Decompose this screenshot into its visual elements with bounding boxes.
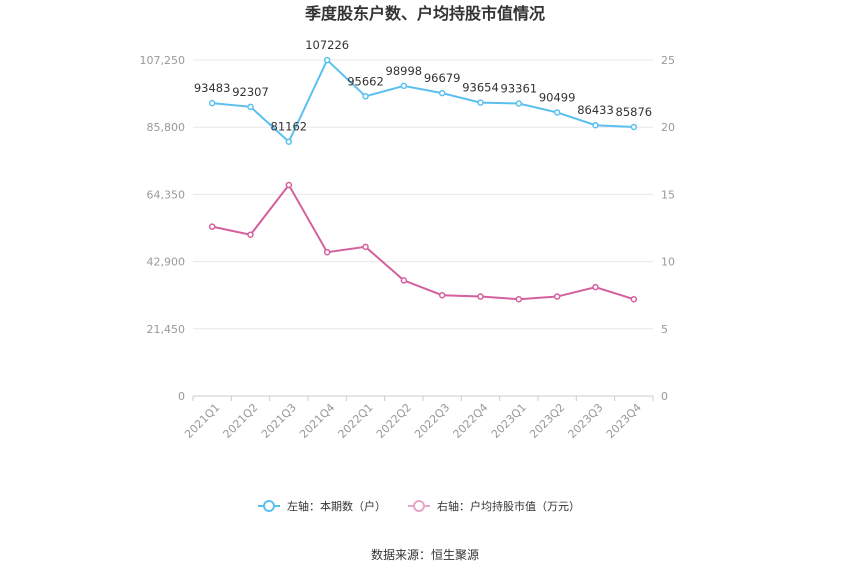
- point-market-value: [247, 231, 254, 238]
- x-tick-label: 2023Q4: [604, 401, 644, 441]
- data-label-holders: 92307: [232, 85, 269, 99]
- x-tick-label: 2021Q4: [297, 401, 337, 441]
- right-tick-label: 0: [661, 390, 668, 403]
- data-label-holders: 85876: [616, 105, 653, 119]
- left-tick-label: 107,250: [140, 54, 186, 67]
- point-holders: [630, 123, 638, 131]
- left-tick-label: 85,800: [147, 121, 186, 134]
- x-tick-label: 2021Q1: [182, 401, 222, 441]
- x-tick-label: 2023Q2: [527, 401, 567, 441]
- point-market-value: [323, 248, 331, 256]
- x-tick-label: 2021Q3: [259, 401, 299, 441]
- point-holders: [400, 82, 408, 90]
- x-tick-label: 2021Q2: [221, 401, 261, 441]
- point-holders: [362, 93, 369, 100]
- source-text: 数据来源：恒生聚源: [371, 547, 479, 562]
- series-line-market-value: [211, 183, 635, 301]
- point-market-value: [208, 223, 216, 230]
- legend[interactable]: 左轴：本期数（户） 右轴：户均持股市值（万元）: [258, 499, 580, 513]
- left-axis: 0 21,450 42,900 64,350 85,800 107,250: [140, 54, 186, 403]
- point-market-value: [438, 291, 446, 299]
- right-tick-label: 5: [661, 323, 668, 336]
- point-holders: [592, 121, 599, 129]
- point-holders: [515, 100, 523, 107]
- legend-marker-left: [263, 500, 275, 512]
- data-label-holders: 81162: [271, 120, 308, 134]
- point-holders: [438, 89, 446, 97]
- series-line-holders: [212, 58, 634, 144]
- point-market-value: [285, 181, 293, 189]
- x-tick-label: 2022Q4: [451, 401, 491, 441]
- left-tick-label: 42,900: [147, 256, 186, 269]
- data-label-holders: 98998: [386, 64, 423, 78]
- point-holders: [553, 109, 561, 116]
- data-label-holders: 93483: [194, 81, 231, 95]
- right-tick-label: 25: [661, 54, 675, 67]
- data-label-holders: 86433: [577, 103, 614, 117]
- data-label-holders: 95662: [347, 74, 384, 88]
- x-tick-label: 2022Q3: [412, 401, 452, 441]
- legend-label-left: 左轴：本期数（户）: [287, 499, 386, 513]
- point-holders: [323, 56, 331, 64]
- point-market-value: [477, 293, 484, 300]
- point-market-value: [362, 243, 369, 251]
- right-tick-label: 15: [661, 188, 675, 201]
- point-holders: [247, 103, 254, 111]
- point-market-value: [592, 283, 599, 291]
- legend-item-right[interactable]: 右轴：户均持股市值（万元）: [408, 499, 580, 513]
- legend-marker-right: [413, 500, 425, 512]
- point-market-value: [553, 293, 561, 300]
- x-tick-label: 2023Q1: [489, 401, 529, 441]
- data-label-holders: 90499: [539, 90, 576, 104]
- right-tick-label: 20: [661, 121, 675, 134]
- x-axis: 2021Q12021Q22021Q32021Q42022Q12022Q22022…: [182, 396, 654, 441]
- point-holders: [208, 99, 216, 107]
- data-label-holders: 107226: [305, 38, 349, 52]
- data-label-holders: 93361: [501, 82, 538, 96]
- left-tick-label: 0: [178, 390, 185, 403]
- right-axis: 0 5 10 15 20 25: [661, 54, 675, 403]
- left-tick-label: 21,450: [147, 323, 186, 336]
- x-tick-label: 2023Q3: [566, 401, 606, 441]
- x-tick-label: 2022Q1: [336, 401, 376, 441]
- point-holders: [477, 99, 484, 106]
- left-tick-label: 64,350: [147, 188, 186, 201]
- legend-label-right: 右轴：户均持股市值（万元）: [437, 499, 580, 513]
- legend-item-left[interactable]: 左轴：本期数（户）: [258, 499, 386, 513]
- point-market-value: [515, 295, 523, 303]
- right-tick-label: 10: [661, 256, 675, 269]
- data-label-holders: 93654: [462, 81, 499, 95]
- point-market-value: [400, 277, 408, 284]
- x-tick-label: 2022Q2: [374, 401, 414, 441]
- point-market-value: [630, 295, 638, 303]
- point-holders: [285, 138, 293, 145]
- data-label-holders: 96679: [424, 71, 461, 85]
- chart-title: 季度股东户数、户均持股市值情况: [304, 4, 545, 23]
- series-layer: 93483 92307 81162 107226 9566298998966799365…: [194, 38, 653, 303]
